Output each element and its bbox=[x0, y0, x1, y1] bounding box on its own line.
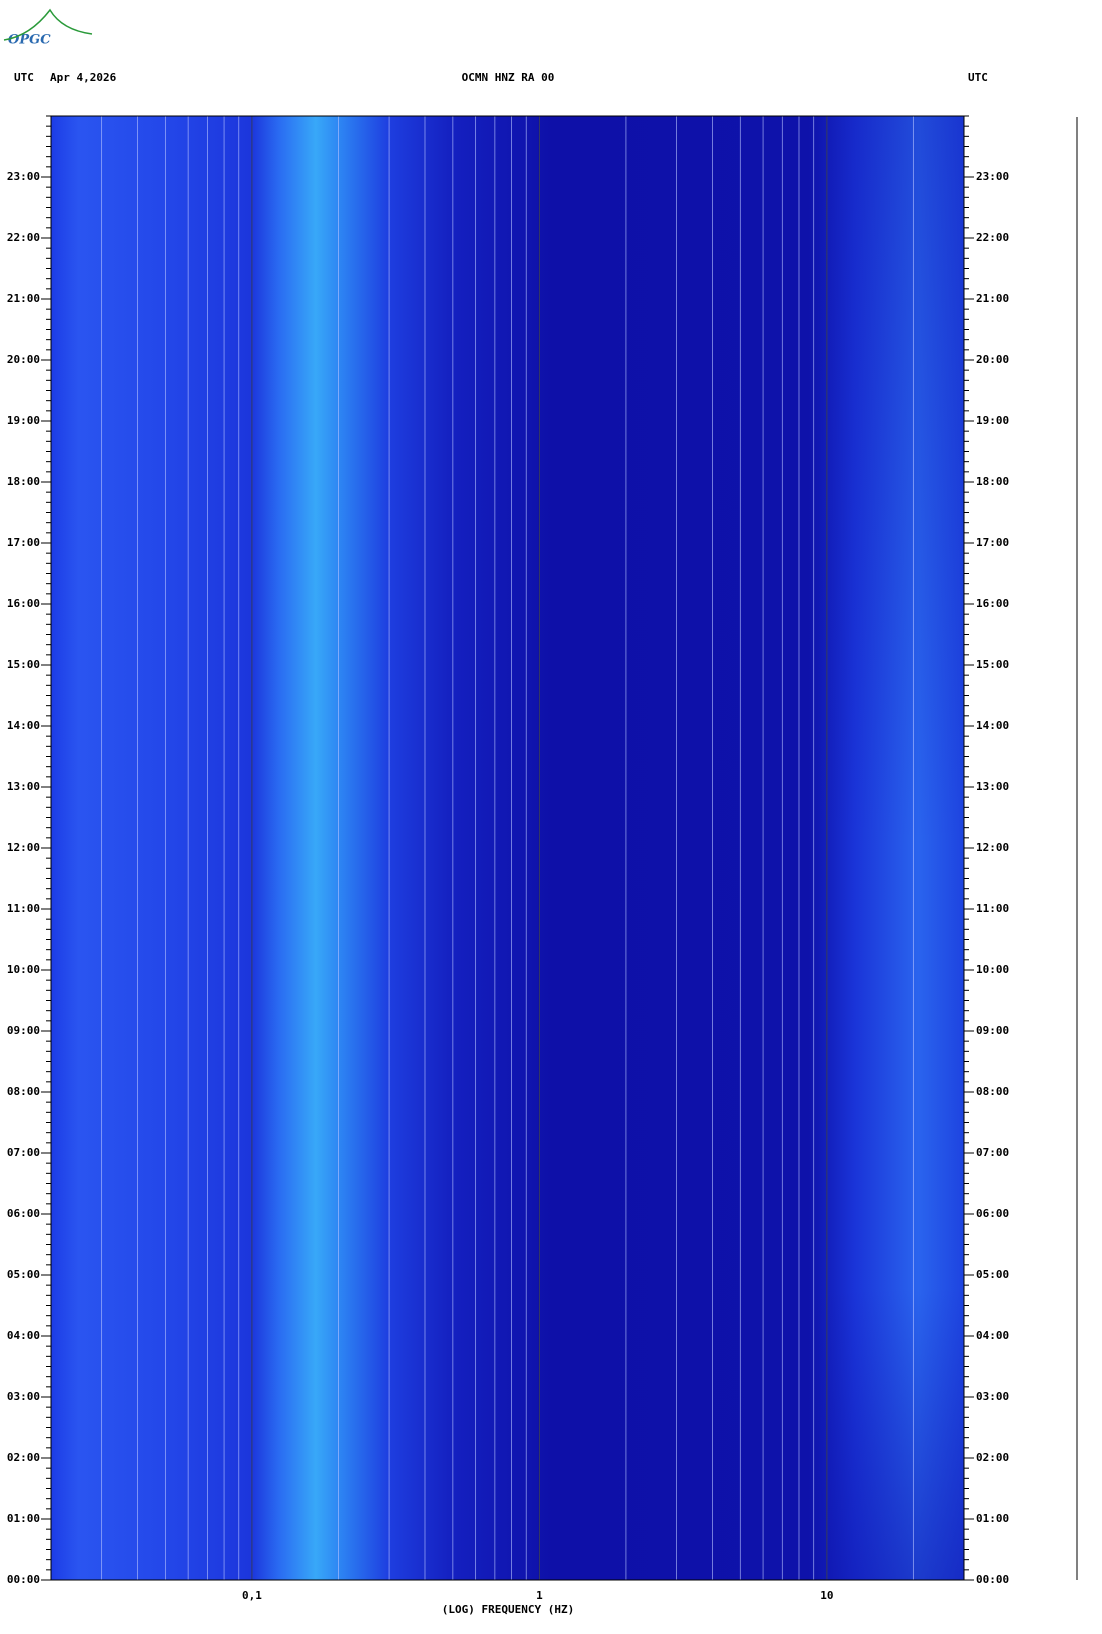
y-tick-label-right: 19:00 bbox=[976, 414, 1009, 427]
y-tick-label: 03:00 bbox=[7, 1390, 40, 1403]
y-tick-label: 23:00 bbox=[7, 170, 40, 183]
y-tick-label: 07:00 bbox=[7, 1146, 40, 1159]
plot-frame bbox=[50, 115, 965, 1581]
y-tick-label-right: 01:00 bbox=[976, 1512, 1009, 1525]
x-tick-label: 1 bbox=[536, 1589, 543, 1602]
y-tick-label: 18:00 bbox=[7, 475, 40, 488]
y-tick-label-right: 11:00 bbox=[976, 902, 1009, 915]
y-tick-label: 04:00 bbox=[7, 1329, 40, 1342]
date: Apr 4,2026 bbox=[50, 71, 117, 84]
chart-title: OCMN HNZ RA 00 bbox=[462, 71, 555, 84]
y-tick-label-right: 06:00 bbox=[976, 1207, 1009, 1220]
y-tick-label: 22:00 bbox=[7, 231, 40, 244]
x-axis-label: (LOG) FREQUENCY (HZ) bbox=[442, 1603, 574, 1616]
y-tick-label-right: 15:00 bbox=[976, 658, 1009, 671]
y-tick-label: 05:00 bbox=[7, 1268, 40, 1281]
right-label: UTC bbox=[968, 71, 988, 84]
y-tick-label: 19:00 bbox=[7, 414, 40, 427]
y-tick-label: 12:00 bbox=[7, 841, 40, 854]
y-tick-label-right: 02:00 bbox=[976, 1451, 1009, 1464]
y-tick-label-right: 12:00 bbox=[976, 841, 1009, 854]
y-tick-label: 09:00 bbox=[7, 1024, 40, 1037]
y-tick-label-right: 00:00 bbox=[976, 1573, 1009, 1586]
y-tick-label: 02:00 bbox=[7, 1451, 40, 1464]
y-tick-label-right: 04:00 bbox=[976, 1329, 1009, 1342]
left-label: UTC bbox=[14, 71, 34, 84]
y-tick-label-right: 14:00 bbox=[976, 719, 1009, 732]
y-tick-label-right: 18:00 bbox=[976, 475, 1009, 488]
y-tick-label: 10:00 bbox=[7, 963, 40, 976]
y-tick-label: 00:00 bbox=[7, 1573, 40, 1586]
logo-curve bbox=[3, 8, 93, 41]
y-tick-label: 01:00 bbox=[7, 1512, 40, 1525]
y-tick-label-right: 08:00 bbox=[976, 1085, 1009, 1098]
y-tick-label-right: 23:00 bbox=[976, 170, 1009, 183]
y-tick-label: 14:00 bbox=[7, 719, 40, 732]
y-tick-label-right: 05:00 bbox=[976, 1268, 1009, 1281]
spectrogram-shade bbox=[810, 116, 964, 1580]
y-tick-label: 11:00 bbox=[7, 902, 40, 915]
y-tick-label: 20:00 bbox=[7, 353, 40, 366]
y-tick-label: 15:00 bbox=[7, 658, 40, 671]
y-tick-label-right: 13:00 bbox=[976, 780, 1009, 793]
x-tick-label: 10 bbox=[820, 1589, 833, 1602]
y-tick-label-right: 07:00 bbox=[976, 1146, 1009, 1159]
y-tick-label-right: 16:00 bbox=[976, 597, 1009, 610]
y-tick-label-right: 17:00 bbox=[976, 536, 1009, 549]
logo: OPGC bbox=[8, 33, 51, 48]
y-tick-label-right: 09:00 bbox=[976, 1024, 1009, 1037]
y-tick-label: 16:00 bbox=[7, 597, 40, 610]
y-tick-label-right: 10:00 bbox=[976, 963, 1009, 976]
x-tick-label: 0,1 bbox=[242, 1589, 262, 1602]
y-tick-label-right: 20:00 bbox=[976, 353, 1009, 366]
y-tick-label: 08:00 bbox=[7, 1085, 40, 1098]
y-tick-label: 17:00 bbox=[7, 536, 40, 549]
y-tick-label-right: 22:00 bbox=[976, 231, 1009, 244]
y-tick-label: 21:00 bbox=[7, 292, 40, 305]
y-tick-label-right: 21:00 bbox=[976, 292, 1009, 305]
y-tick-label: 06:00 bbox=[7, 1207, 40, 1220]
y-tick-label: 13:00 bbox=[7, 780, 40, 793]
y-tick-label-right: 03:00 bbox=[976, 1390, 1009, 1403]
